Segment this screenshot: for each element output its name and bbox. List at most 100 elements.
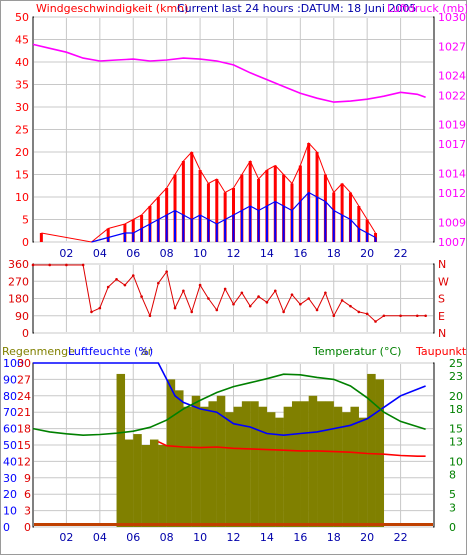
direction-point [382, 314, 386, 318]
climate-x-tick: 20 [360, 531, 374, 544]
direction-y-tick: 90 [15, 310, 29, 323]
temperature-y-tick: 8 [449, 469, 456, 482]
direction-point [324, 291, 327, 295]
wind-x-tick: 14 [260, 247, 274, 260]
temperature-y-tick: 15 [449, 423, 463, 436]
rain-bar [216, 395, 226, 527]
gust-bar [131, 219, 135, 242]
direction-point [90, 310, 93, 314]
rain-bar [124, 439, 134, 527]
mean-bar [148, 224, 151, 242]
mean-bar [316, 197, 319, 242]
humidity-y-tick: 30 [3, 472, 17, 485]
mean-bar [132, 233, 135, 242]
direction-point [173, 306, 177, 310]
direction-point [207, 297, 210, 300]
climate-x-tick: 16 [293, 531, 307, 544]
direction-compass-label: E [438, 310, 445, 323]
mean-bar [282, 206, 285, 242]
gust-bar [348, 192, 352, 242]
rain-bar [183, 406, 192, 527]
rain-bar [350, 406, 359, 527]
rain-bar [191, 395, 201, 527]
wind-x-tick: 10 [193, 247, 207, 260]
mean-bar [174, 210, 177, 242]
humidity-y-tick: 90 [3, 373, 17, 386]
pressure-y-tick: 1022 [438, 89, 466, 102]
direction-point [282, 310, 285, 314]
chart-subtitle: Current last 24 hours :DATUM: 18 Juni 20… [177, 2, 416, 15]
mean-bar [307, 192, 310, 242]
direction-y-tick: 270 [8, 275, 29, 288]
mean-bar [290, 210, 293, 242]
temperature-y-tick: 25 [449, 357, 463, 370]
mean-bar [215, 224, 218, 242]
wind-x-tick: 12 [227, 247, 241, 260]
rain-bar [300, 401, 309, 527]
rain-bar [258, 406, 268, 527]
rain-bar [208, 401, 217, 527]
mean-bar [324, 201, 327, 242]
wind-y-tick: 15 [15, 169, 29, 182]
pressure-y-tick: 1030 [438, 11, 466, 24]
rain-bar [317, 401, 326, 527]
direction-compass-label: N [438, 258, 446, 271]
rain-bar [250, 401, 259, 527]
temperature-legend: Temperatur (°C) [312, 345, 401, 358]
pressure-y-tick: 1009 [438, 216, 466, 229]
rain-bar [325, 401, 334, 527]
gust-bar [365, 219, 369, 242]
mean-bar [207, 219, 210, 242]
climate-x-tick: 14 [260, 531, 274, 544]
direction-point [223, 287, 227, 291]
rain-legend: Regenmenge [2, 345, 75, 358]
mean-bar [249, 206, 252, 242]
mean-bar [265, 206, 268, 242]
direction-point [399, 314, 402, 318]
wind-chart: 0510152025303540455010071009101210141017… [15, 11, 466, 260]
rain-bar [342, 412, 351, 527]
rain-bar [233, 406, 242, 527]
pressure-y-tick: 1027 [438, 40, 466, 53]
climate-x-tick: 08 [160, 531, 174, 544]
dewpoint-line [157, 440, 426, 457]
rain-y-tick: 6 [24, 488, 31, 501]
direction-point [232, 302, 235, 306]
rain-bar [175, 390, 184, 527]
mean-bar [107, 237, 110, 242]
pressure-y-tick: 1012 [438, 187, 466, 200]
direction-point [157, 281, 160, 285]
direction-point [332, 314, 336, 318]
gust-bar [198, 170, 202, 242]
direction-point [299, 302, 302, 306]
gust-bar [190, 152, 194, 242]
mean-bar [232, 215, 235, 242]
direction-point [48, 263, 52, 267]
temperature-y-tick: 3 [449, 501, 456, 514]
wind-x-tick: 18 [327, 247, 341, 260]
wind-title: Windgeschwindigkeit (kmh) [36, 2, 188, 15]
climate-x-tick: 02 [59, 531, 73, 544]
direction-point [31, 263, 35, 267]
mean-bar [190, 219, 193, 242]
wind-y-tick: 30 [15, 101, 29, 114]
direction-point [265, 301, 269, 304]
rain-bar [149, 439, 159, 527]
temperature-y-tick: 23 [449, 370, 463, 383]
mean-bar [182, 215, 185, 242]
climate-x-tick: 04 [93, 531, 107, 544]
temperature-y-tick: 18 [449, 403, 463, 416]
rain-y-tick: 3 [24, 505, 31, 518]
rain-bar [200, 406, 209, 527]
gust-bar [340, 183, 344, 242]
direction-point [140, 295, 143, 298]
wind-x-tick: 16 [293, 247, 307, 260]
wind-y-tick: 40 [15, 56, 29, 69]
rain-y-tick: 21 [17, 406, 31, 419]
mean-bar [366, 233, 369, 242]
mean-bar [332, 210, 335, 242]
direction-point [215, 308, 219, 312]
direction-point [248, 304, 252, 308]
direction-point [424, 314, 427, 318]
